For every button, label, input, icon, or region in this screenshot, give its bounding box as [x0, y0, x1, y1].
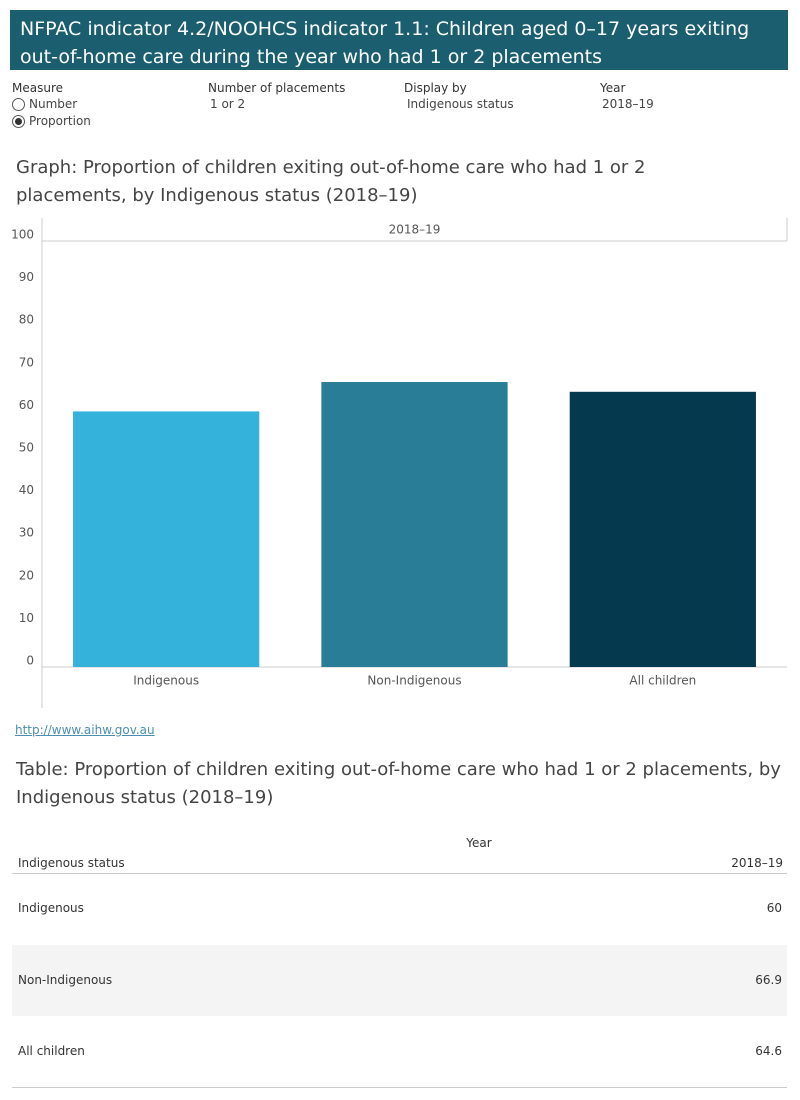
x-tick-label: All children [629, 674, 696, 688]
table-value: 64.6 [755, 1044, 782, 1058]
control-value[interactable]: 2018–19 [602, 97, 654, 111]
table-value: 60 [766, 901, 782, 915]
control-value[interactable]: Indigenous status [407, 97, 514, 111]
radio-option[interactable]: Number [12, 97, 77, 111]
y-tick-label: 80 [19, 313, 34, 327]
link[interactable]: http://www.aihw.gov.au [15, 723, 155, 737]
radio[interactable] [12, 115, 25, 128]
table-header: Indigenous status [18, 856, 125, 870]
bar [321, 382, 508, 667]
control-value[interactable]: 1 or 2 [210, 97, 246, 111]
table-row: Non-Indigenous 66.9 [12, 944, 787, 1016]
y-tick-label: 20 [19, 568, 34, 582]
table-row: Indigenous 60 [12, 873, 787, 944]
row-label: Indigenous [18, 901, 84, 915]
bar [569, 391, 756, 667]
y-tick-label: 100 [11, 228, 34, 242]
panel-label: 2018–19 [389, 223, 441, 237]
y-tick-label: 0 [26, 654, 34, 668]
bar [73, 411, 260, 667]
control-label: Display by [404, 81, 467, 95]
y-tick-label: 60 [19, 398, 34, 412]
y-tick-label: 70 [19, 355, 34, 369]
radio-option[interactable]: Proportion [12, 114, 91, 128]
radio-label: Proportion [29, 114, 91, 128]
table-value: 66.9 [755, 972, 782, 987]
y-tick-label: 10 [19, 611, 34, 625]
divider [12, 873, 787, 874]
control-label: Measure [12, 81, 63, 95]
chart-title: Graph: Proportion of children exiting ou… [16, 157, 646, 206]
control-label: Year [600, 81, 626, 95]
divider [12, 1087, 787, 1088]
x-tick-label: Indigenous [133, 674, 199, 688]
chart: 2018–19 0 10 20 30 40 50 60 70 80 90 100 Indigenous N… [11, 218, 788, 708]
row-label: Non-Indigenous [18, 972, 113, 987]
control-label: Number of placements [208, 81, 346, 95]
y-tick-label: 30 [19, 526, 34, 540]
y-tick-label: 90 [19, 270, 34, 284]
column-group: Year [466, 836, 492, 850]
header-title: NFPAC indicator 4.2/NOOHCS indicator 1.1… [10, 10, 788, 70]
row-label: All children [18, 1044, 85, 1058]
y-tick-label: 50 [19, 441, 34, 455]
table-header: 2018–19 [731, 856, 783, 870]
radio-label: Number [29, 97, 78, 111]
table-title: Table: Proportion of children exiting ou… [16, 759, 781, 808]
table-row: All children 64.6 [12, 1016, 787, 1087]
radio[interactable] [12, 98, 25, 111]
x-tick-label: Non-Indigenous [367, 674, 461, 688]
y-tick-label: 40 [19, 483, 34, 497]
